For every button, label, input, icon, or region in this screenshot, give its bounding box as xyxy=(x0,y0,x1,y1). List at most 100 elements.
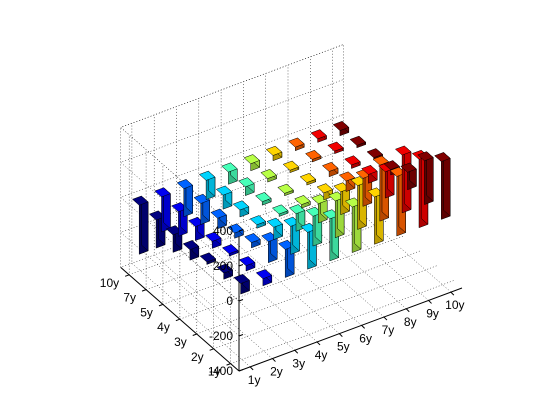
bar-face-top xyxy=(232,200,250,211)
y-tick xyxy=(192,333,197,336)
x-tick-label: 5y xyxy=(337,340,350,354)
x-tick-label: 6y xyxy=(359,331,372,345)
x-tick-label: 7y xyxy=(382,323,395,337)
bar xyxy=(176,178,194,218)
bar xyxy=(294,194,311,209)
bar xyxy=(238,177,255,196)
x-tick-label: 2y xyxy=(270,365,283,379)
bar xyxy=(182,239,200,261)
bar xyxy=(282,160,300,174)
bars xyxy=(132,120,451,295)
bar xyxy=(255,191,272,206)
bar xyxy=(332,120,350,137)
bar xyxy=(198,170,216,200)
bar xyxy=(277,183,294,197)
bar-face-top xyxy=(271,204,289,215)
z-gridline xyxy=(120,114,344,302)
z-tick-label: -200 xyxy=(209,329,233,343)
bar xyxy=(266,217,284,240)
bar-face-top xyxy=(332,121,350,131)
bar-face-top xyxy=(305,150,322,160)
bar-face-right xyxy=(443,151,451,217)
bar-face-top xyxy=(394,145,412,156)
x-tick xyxy=(450,291,455,296)
bar-face-top xyxy=(260,169,277,179)
x-tick-label: 8y xyxy=(404,315,417,329)
bar-face-top xyxy=(205,231,222,242)
bar-face-top xyxy=(182,240,200,250)
bar xyxy=(299,172,317,186)
bar-face-top xyxy=(210,208,227,219)
bar xyxy=(321,161,339,178)
bar xyxy=(221,162,238,185)
bar xyxy=(333,182,350,216)
x-tick-label: 3y xyxy=(292,356,305,370)
bar-face-top xyxy=(282,160,300,171)
y-tick xyxy=(209,348,214,351)
x-tick xyxy=(338,333,343,338)
x-tick xyxy=(428,300,432,304)
bar-face-top xyxy=(238,177,255,188)
bar-face-top xyxy=(199,252,217,263)
bar xyxy=(193,193,211,225)
bar xyxy=(400,162,417,191)
bar-face-top xyxy=(316,183,334,194)
y-tick xyxy=(175,318,181,322)
z-gridline xyxy=(120,184,344,372)
bar xyxy=(278,239,295,278)
bar xyxy=(255,268,273,287)
bar-face-top xyxy=(255,269,273,280)
bar xyxy=(271,204,289,217)
bar xyxy=(233,273,250,295)
bar-face-top xyxy=(193,193,211,204)
bar-face-top xyxy=(277,183,294,194)
x-tick-label: 9y xyxy=(426,306,439,320)
bar-face-top xyxy=(198,170,216,181)
bar-face-top xyxy=(338,171,356,182)
x-tick xyxy=(272,358,276,362)
bar-face-top xyxy=(321,162,339,172)
x-tick xyxy=(249,366,254,371)
bar-face-top xyxy=(216,263,234,274)
bar xyxy=(205,231,222,249)
bar-face-top xyxy=(311,194,328,204)
bar-face-top xyxy=(366,148,384,158)
bar xyxy=(305,149,322,163)
z-gridline xyxy=(120,79,344,267)
x-tick-label: 1y xyxy=(248,373,261,387)
z-tick-label: 0 xyxy=(226,294,233,308)
z-tick-label: 400 xyxy=(213,224,233,238)
bar-face-top xyxy=(310,129,327,140)
y-tick xyxy=(226,363,231,366)
bar xyxy=(132,195,149,255)
bar xyxy=(417,151,434,205)
z-tick xyxy=(238,369,244,372)
bar-face-top xyxy=(221,162,238,173)
x-tick xyxy=(294,349,299,354)
bar-face-top xyxy=(400,162,417,173)
bar-face-top xyxy=(132,195,149,206)
z-tick-label: -400 xyxy=(209,364,233,378)
bar-face-top xyxy=(383,160,400,170)
bar xyxy=(210,208,227,230)
bar xyxy=(243,153,261,172)
bar xyxy=(327,141,344,155)
bar-face-top xyxy=(434,152,451,162)
y-tick-label: 10y xyxy=(100,276,119,290)
y-tick-label: 5y xyxy=(140,305,153,319)
bar xyxy=(344,155,361,169)
y-tick-label: 3y xyxy=(174,335,187,349)
bar xyxy=(238,255,256,272)
bar xyxy=(265,145,283,162)
x-tick-label: 10y xyxy=(445,298,464,312)
y-tick-label: 7y xyxy=(123,291,136,305)
bar-face-top xyxy=(255,192,272,202)
bar-face-top xyxy=(238,256,256,266)
bar xyxy=(216,263,234,280)
z-tick xyxy=(238,264,244,267)
bar xyxy=(288,137,305,152)
bar xyxy=(434,151,451,220)
x-axis-line xyxy=(238,287,463,372)
x-tick xyxy=(316,341,321,346)
bar-face-top xyxy=(249,215,267,226)
